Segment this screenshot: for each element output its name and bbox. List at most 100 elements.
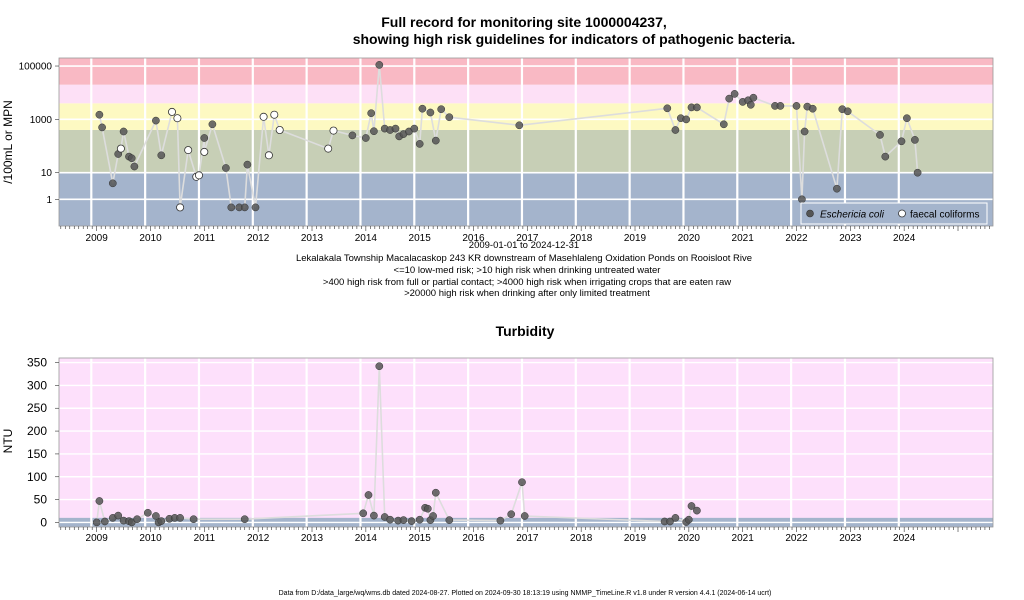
ecoli-point-17 xyxy=(251,203,260,212)
x-tick-label-2019: 2019 xyxy=(624,533,647,544)
ecoli-point-30 xyxy=(415,140,424,148)
ecoli-point-31 xyxy=(418,104,427,113)
risk-band-4 xyxy=(59,58,993,85)
ecoli-point-22 xyxy=(375,61,384,69)
faecal-coliform-point-13 xyxy=(329,126,338,135)
ecoli-point-57 xyxy=(833,184,841,193)
faecal-coliform-point-9 xyxy=(264,151,273,160)
x-tick-label-2018: 2018 xyxy=(570,233,593,244)
turbidity-point-23 xyxy=(386,515,394,524)
x-tick-label-2014: 2014 xyxy=(355,233,378,244)
faecal-coliform-point-6 xyxy=(194,171,203,180)
turbidity-x-axis: 2009 2010 2011 2012 2013 2014 2015 2016 2017 2018… xyxy=(60,527,990,544)
turbidity-point-17 xyxy=(240,515,249,524)
ecoli-point-35 xyxy=(445,113,454,122)
x-tick-label-2012: 2012 xyxy=(247,233,270,244)
ecoli-point-53 xyxy=(798,195,806,204)
turbidity-point-4 xyxy=(114,511,123,520)
risk-band-1 xyxy=(59,129,993,173)
faecal-coliform-point-10 xyxy=(270,110,279,119)
ecoli-point-48 xyxy=(746,100,755,109)
caption-guideline-1: <=10 low-med risk; >10 high risk when dr… xyxy=(394,265,661,276)
bacteria-plot-frame xyxy=(58,57,994,227)
ecoli-point-10 xyxy=(200,134,209,142)
ecoli-point-21 xyxy=(370,127,378,136)
turbidity-point-32 xyxy=(431,488,440,497)
turbidity-point-19 xyxy=(364,491,373,499)
turbidity-point-2 xyxy=(100,517,109,526)
x-tick-label-2023: 2023 xyxy=(839,233,862,244)
ecoli-point-11 xyxy=(208,120,217,129)
ecoli-point-38 xyxy=(671,126,680,134)
y-tick-label-0: 0 xyxy=(40,515,47,529)
turbidity-point-42 xyxy=(684,515,693,524)
turbidity-point-26 xyxy=(407,517,416,525)
ecoli-point-54 xyxy=(800,127,809,136)
x-tick-label-2021: 2021 xyxy=(732,233,755,244)
ecoli-point-43 xyxy=(719,120,728,129)
x-tick-label-2015: 2015 xyxy=(409,533,432,544)
turbidity-point-0 xyxy=(92,518,101,527)
turbidity-point-27 xyxy=(415,515,424,524)
x-tick-label-2018: 2018 xyxy=(570,533,593,544)
ecoli-point-12 xyxy=(222,164,230,172)
legend-box xyxy=(800,202,988,225)
y-tick-label-200: 200 xyxy=(27,424,47,438)
ecoli-point-0 xyxy=(95,110,104,119)
turbidity-y-axis: 0 50 100 150 200 250 300 350 xyxy=(27,356,59,529)
x-tick-label-2020: 2020 xyxy=(678,233,701,244)
bacteria-data-points xyxy=(95,61,922,212)
ecoli-point-18 xyxy=(348,131,357,140)
turbidity-panel: Turbidity 2009 2010 2011 2012 2013 2014 2015 20… xyxy=(1,323,994,544)
turbidity-point-1 xyxy=(95,497,104,505)
bacteria-gridlines xyxy=(59,58,993,226)
ecoli-point-4 xyxy=(119,127,128,136)
faecal-coliform-point-2 xyxy=(173,114,182,123)
faecal-coliform-point-12 xyxy=(324,144,333,153)
x-tick-label-2021: 2021 xyxy=(732,533,755,544)
footer-source-note: Data from D:/data_large/wq/wms.db dated … xyxy=(279,590,772,597)
turbidity-point-29 xyxy=(423,504,432,513)
ecoli-point-52 xyxy=(792,102,801,110)
bacteria-panel: 2009 2010 2011 2012 2013 2014 2015 2016 2017 2018… xyxy=(1,57,994,299)
legend-marker-ecoli xyxy=(806,209,814,218)
caption-guideline-2: >400 high risk from full or partial cont… xyxy=(323,277,731,288)
y-tick-label-1000: 1000 xyxy=(30,115,53,126)
faecal-coliform-point-4 xyxy=(184,146,193,155)
turbidity-band-high xyxy=(59,358,993,527)
turbidity-point-8 xyxy=(133,515,141,524)
chart-legend: Eschericia coli faecal coliforms xyxy=(800,202,988,225)
y-tick-label-250: 250 xyxy=(27,401,47,415)
legend-label-faecal: faecal coliforms xyxy=(910,210,979,221)
x-tick-label-2011: 2011 xyxy=(194,233,216,244)
x-tick-label-2017: 2017 xyxy=(516,233,539,244)
ecoli-point-44 xyxy=(725,94,734,103)
ecoli-point-51 xyxy=(776,102,785,110)
ecoli-point-25 xyxy=(391,124,400,133)
ecoli-point-32 xyxy=(426,108,435,117)
faecal-coliform-point-11 xyxy=(275,126,284,135)
y-tick-label-100: 100 xyxy=(27,470,47,484)
bacteria-y-axis-label: /100mL or MPN xyxy=(1,100,15,184)
bacteria-y-axis: 1 10 1000 100000 xyxy=(19,62,59,206)
x-tick-label-2009: 2009 xyxy=(86,233,109,244)
faecal-coliform-point-7 xyxy=(200,147,209,156)
turbidity-y-axis-label: NTU xyxy=(1,429,15,454)
y-tick-label-350: 350 xyxy=(27,356,47,370)
turbidity-point-18 xyxy=(359,509,368,518)
ecoli-point-2 xyxy=(108,179,117,188)
turbidity-point-16 xyxy=(189,515,198,524)
x-tick-label-2010: 2010 xyxy=(139,233,162,244)
x-tick-label-2011: 2011 xyxy=(194,533,216,544)
x-tick-label-2022: 2022 xyxy=(785,233,808,244)
turbidity-point-9 xyxy=(143,508,152,517)
x-tick-label-2012: 2012 xyxy=(247,533,270,544)
x-tick-label-2023: 2023 xyxy=(839,533,862,544)
turbidity-point-31 xyxy=(429,512,437,520)
turbidity-plot-frame xyxy=(58,357,994,528)
x-tick-label-2010: 2010 xyxy=(139,533,162,544)
x-tick-label-2016: 2016 xyxy=(462,533,485,544)
legend-label-ecoli: Eschericia coli xyxy=(820,210,885,221)
ecoli-point-56 xyxy=(808,104,817,113)
ecoli-point-6 xyxy=(127,154,136,163)
